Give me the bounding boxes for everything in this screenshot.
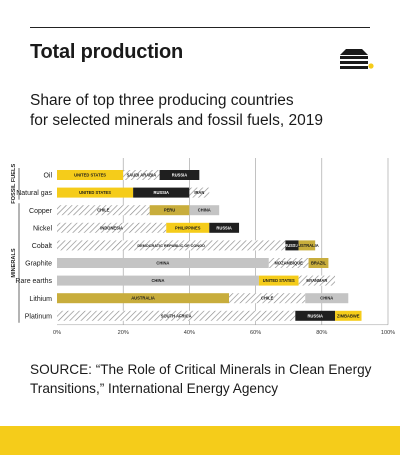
bar-segment [295, 310, 336, 321]
segment-label: UNITED STATES [74, 173, 106, 178]
bar-segment [149, 205, 190, 216]
bar-segment [258, 275, 299, 286]
segment-label: CHINA [320, 296, 333, 301]
bar-segment [305, 293, 349, 304]
segment-label: UNITED STATES [79, 190, 111, 195]
beehive-logo-icon [340, 49, 374, 69]
footer-band [0, 426, 400, 455]
category-label: Natural gas [16, 190, 52, 197]
source-line-2: Transitions,” International Energy Agenc… [30, 381, 279, 396]
bar-segment [298, 275, 336, 286]
segment-label: INDONESIA [100, 225, 123, 230]
segment-label: UNITED STATES [263, 278, 295, 283]
segment-label: RUSSIA [154, 190, 170, 195]
category-label: Lithium [29, 296, 52, 303]
segment-label: CHILE [261, 296, 274, 301]
segment-label: PHILIPPINES [175, 225, 201, 230]
x-tick-label: 80% [316, 330, 327, 336]
segment-label: CHINA [151, 278, 164, 283]
segment-label: IRAN [194, 190, 204, 195]
segment-label: MOZAMBIQUE [274, 261, 303, 266]
segment-label: RUSSIA [284, 243, 300, 248]
subtitle-line-2: for selected minerals and fossil fuels, … [30, 112, 323, 129]
top-rule [30, 27, 370, 29]
bar-segment [166, 222, 210, 233]
category-label: Graphite [25, 261, 52, 268]
bar-segment [308, 258, 329, 268]
segment-label: MYANMAR [306, 278, 327, 283]
bar-segment [229, 293, 306, 304]
segment-label: PERU [164, 208, 175, 213]
bar-segment [189, 187, 210, 198]
segment-label: ZIMBABWE [337, 313, 360, 318]
bar-segment [159, 170, 200, 180]
bar-segment [57, 187, 134, 198]
bar-segment [298, 240, 316, 251]
segment-label: AUSTRALIA [295, 243, 319, 248]
segment-label: RUSSIA [216, 225, 232, 230]
segment-label: RUSSIA [307, 313, 323, 318]
bar-segment [123, 170, 160, 180]
category-label: Rare earths [15, 278, 52, 285]
segment-label: RUSSIA [172, 173, 188, 178]
x-tick-label: 60% [250, 330, 261, 336]
x-tick-label: 40% [184, 330, 195, 336]
source-note: SOURCE: “The Role of Critical Minerals i… [30, 360, 380, 398]
category-label: Cobalt [32, 243, 52, 250]
bar-segment [268, 258, 309, 268]
category-label: Nickel [33, 225, 53, 232]
subtitle: Share of top three producing countries f… [30, 91, 380, 131]
category-label: Platinum [25, 313, 52, 320]
segment-label: CHILE [97, 208, 110, 213]
segment-label: SAUDI ARABIA [127, 173, 157, 178]
bar-segment [189, 205, 220, 216]
category-label: Oil [43, 173, 52, 180]
stacked-bar-chart: FOSSIL FUELS MINERALS Oil UNITED STATES SAUD… [11, 158, 395, 336]
segment-label: AUSTRALIA [131, 296, 155, 301]
page-title: Total production [30, 41, 184, 63]
category-label: Copper [29, 208, 53, 215]
segment-label: CHINA [156, 261, 169, 266]
bar-segment [209, 222, 240, 233]
bar-segment [57, 205, 150, 216]
bar-segment [57, 170, 124, 180]
subtitle-line-1: Share of top three producing countries [30, 92, 294, 109]
segment-label: SOUTH AFRICA [161, 313, 192, 318]
bar-segment [57, 258, 269, 268]
x-tick-label: 20% [118, 330, 129, 336]
source-line-1: SOURCE: “The Role of Critical Minerals i… [30, 362, 372, 377]
segment-label: DEMOCRATIC REPUBLIC OF CONGO [137, 244, 205, 248]
x-tick-label: 0% [53, 330, 61, 336]
bar-segment [57, 293, 230, 304]
group-label: MINERALS [11, 248, 17, 277]
x-tick-label: 100% [381, 330, 395, 336]
group-label: FOSSIL FUELS [11, 164, 17, 204]
bar-segment [133, 187, 190, 198]
bar-segment [335, 310, 362, 321]
bar-segment [57, 275, 259, 286]
segment-label: BRAZIL [311, 261, 327, 266]
bar-segment [57, 222, 167, 233]
segment-label: CHINA [198, 208, 211, 213]
bar-segment [57, 310, 296, 321]
bar-segment [285, 240, 299, 251]
bar-segment [57, 240, 286, 251]
